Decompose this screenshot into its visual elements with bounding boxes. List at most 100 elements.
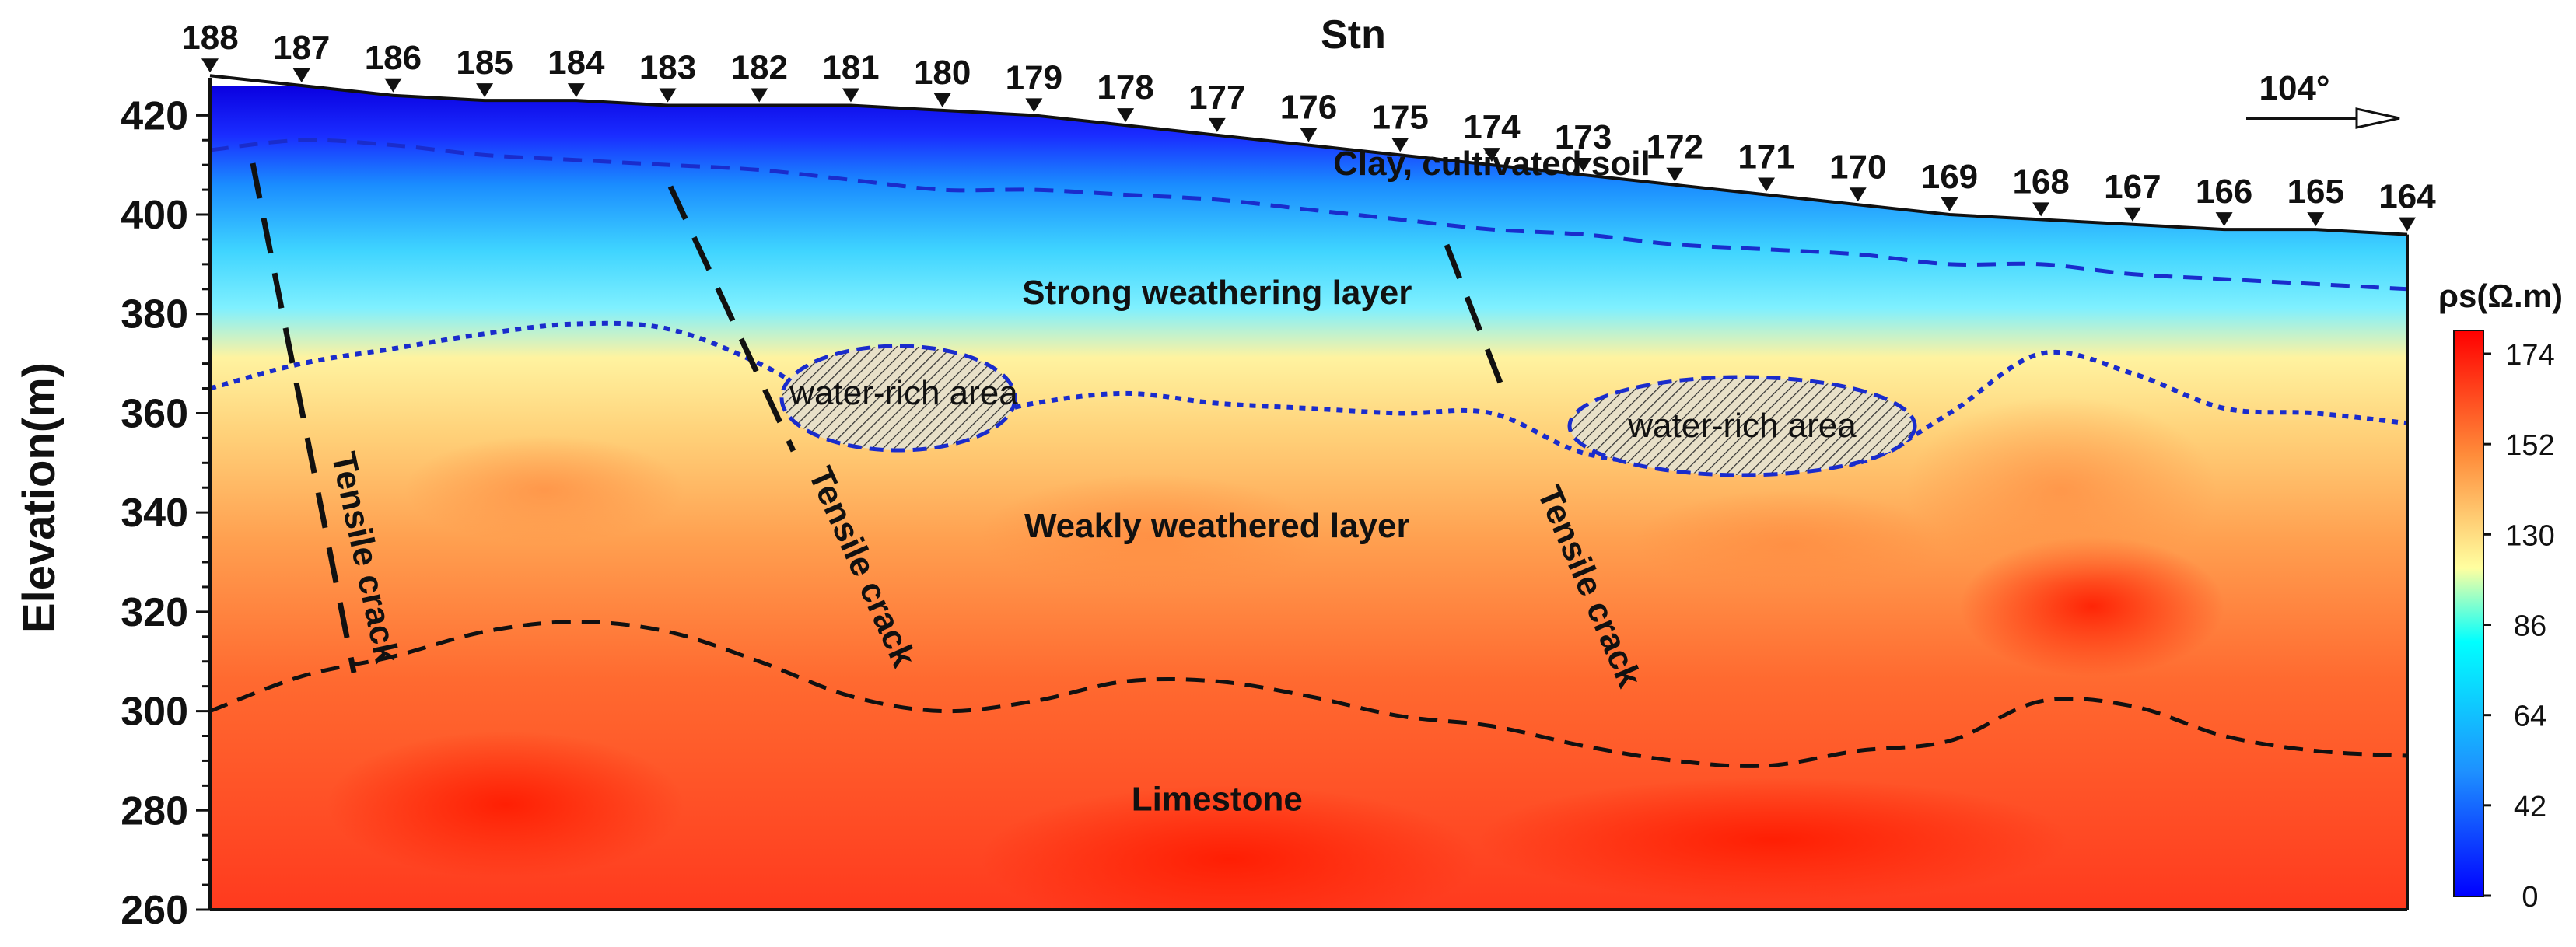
station-marker: [2123, 207, 2141, 222]
water-rich-zones: [779, 344, 1917, 477]
station-marker: [1391, 138, 1409, 152]
station-label: 180: [914, 54, 971, 92]
station-label: 179: [1006, 58, 1062, 96]
station-label: 168: [2012, 162, 2069, 201]
resistivity-anomaly: [980, 474, 1322, 599]
tensile-crack-line: [250, 162, 357, 673]
resistivity-anomaly: [327, 731, 684, 879]
station-label: 176: [1280, 89, 1337, 127]
station-marker: [2215, 212, 2233, 227]
station-marker: [2032, 202, 2050, 217]
station-label: 174: [1463, 108, 1521, 146]
boundary-strong-weathering-base: [209, 320, 2408, 468]
resistivity-anomalies: [327, 397, 2224, 910]
colorbar-tick-label: 86: [2514, 610, 2546, 643]
colorbar-tick-label: 42: [2514, 791, 2546, 823]
colorbar-ramp: [2453, 330, 2484, 897]
station-marker: [751, 88, 768, 103]
station-label: 164: [2378, 178, 2436, 216]
y-tick-label: 380: [121, 292, 188, 337]
station-label: 185: [456, 44, 513, 82]
colorbar-tick-label: 174: [2505, 339, 2554, 372]
station-label: 173: [1555, 118, 1612, 156]
resistivity-anomaly: [404, 435, 684, 544]
water-rich-label: water-rich area: [1627, 407, 1857, 445]
layer-label: Strong weathering layer: [1022, 274, 1412, 312]
station-marker: [659, 88, 677, 103]
station-label: 177: [1188, 79, 1245, 117]
colorbar-label: ρs(Ω.m): [2438, 278, 2563, 314]
y-tick-label: 280: [121, 788, 188, 833]
station-label: 175: [1371, 98, 1428, 136]
ground-surface-line: [209, 74, 2408, 236]
y-tick-label: 340: [121, 491, 188, 536]
station-label: 184: [548, 44, 605, 82]
station-label: 170: [1829, 148, 1886, 186]
station-label: 172: [1647, 128, 1703, 166]
colorbar-tick-label: 130: [2505, 519, 2554, 552]
tensile-crack-line: [1444, 243, 1504, 386]
station-marker: [1117, 108, 1135, 123]
station-axis: 188 187 186 185 184 183 182 181 180 179 178 177 176 1…: [181, 19, 2436, 232]
y-tick-label: 260: [121, 888, 188, 933]
station-marker: [1574, 157, 1592, 172]
station-marker: [476, 83, 494, 98]
station-marker: [1300, 128, 1318, 142]
direction-label: 104°: [2259, 69, 2329, 107]
station-label: 188: [181, 19, 238, 57]
layer-label: Clay, cultivated soil: [1333, 145, 1650, 183]
layer-label: Limestone: [1132, 780, 1303, 818]
y-tick-label: 400: [121, 193, 188, 238]
colorbar-tick-label: 152: [2505, 429, 2554, 462]
water-rich-label: water-rich area: [789, 374, 1018, 412]
station-label: 165: [2287, 173, 2344, 211]
station-label: 187: [273, 29, 330, 67]
boundary-clay-base: [209, 138, 2408, 292]
y-axis-label: Elevation(m): [14, 362, 65, 633]
colorbar-tick-label: 0: [2522, 881, 2538, 914]
resistivity-colorbar: ρs(Ω.m) 174 152 130 86 64 42 0: [2438, 278, 2563, 914]
station-marker: [567, 83, 585, 98]
station-marker: [1208, 117, 1226, 132]
direction-indicator: 104°: [2246, 69, 2400, 129]
colorbar-tick-label: 64: [2514, 701, 2546, 733]
tensile-crack-line: [667, 185, 796, 453]
station-label: 178: [1097, 68, 1153, 107]
station-label: 183: [639, 49, 696, 87]
station-marker: [384, 78, 402, 93]
station-marker: [292, 68, 310, 82]
station-label: 166: [2196, 173, 2252, 211]
section-fill: [210, 86, 2407, 910]
station-label: 182: [731, 49, 788, 87]
station-marker: [2307, 212, 2325, 227]
boundary-limestone-top: [209, 620, 2408, 768]
resistivity-anomaly: [1478, 778, 2069, 902]
layer-boundaries: [209, 138, 2408, 768]
station-marker: [201, 58, 219, 73]
station-marker: [1849, 187, 1867, 202]
station-marker: [1666, 167, 1684, 182]
tensile-cracks: [250, 162, 1504, 673]
station-marker: [2399, 217, 2416, 232]
station-marker: [1025, 98, 1043, 113]
station-label: 169: [1921, 158, 1978, 196]
layer-label: Weakly weathered layer: [1024, 507, 1410, 545]
station-marker: [1941, 197, 1958, 212]
station-marker: [933, 93, 951, 107]
resistivity-anomaly: [1906, 397, 2217, 583]
station-label: 186: [365, 39, 422, 77]
station-marker: [1758, 177, 1776, 192]
y-tick-label: 300: [121, 690, 188, 735]
y-tick-label: 420: [121, 93, 188, 138]
y-axis: 260 280 300 320 340 360 380 400 420: [121, 78, 2409, 933]
station-marker: [1482, 148, 1500, 162]
y-tick-label: 320: [121, 590, 188, 635]
station-label: 171: [1738, 138, 1794, 176]
resistivity-anomaly: [980, 785, 1478, 910]
resistivity-anomaly: [1633, 490, 1944, 599]
station-label: 181: [822, 49, 879, 87]
station-marker: [842, 88, 859, 103]
chart-title: Stn: [1321, 12, 1386, 58]
y-tick-label: 360: [121, 391, 188, 436]
